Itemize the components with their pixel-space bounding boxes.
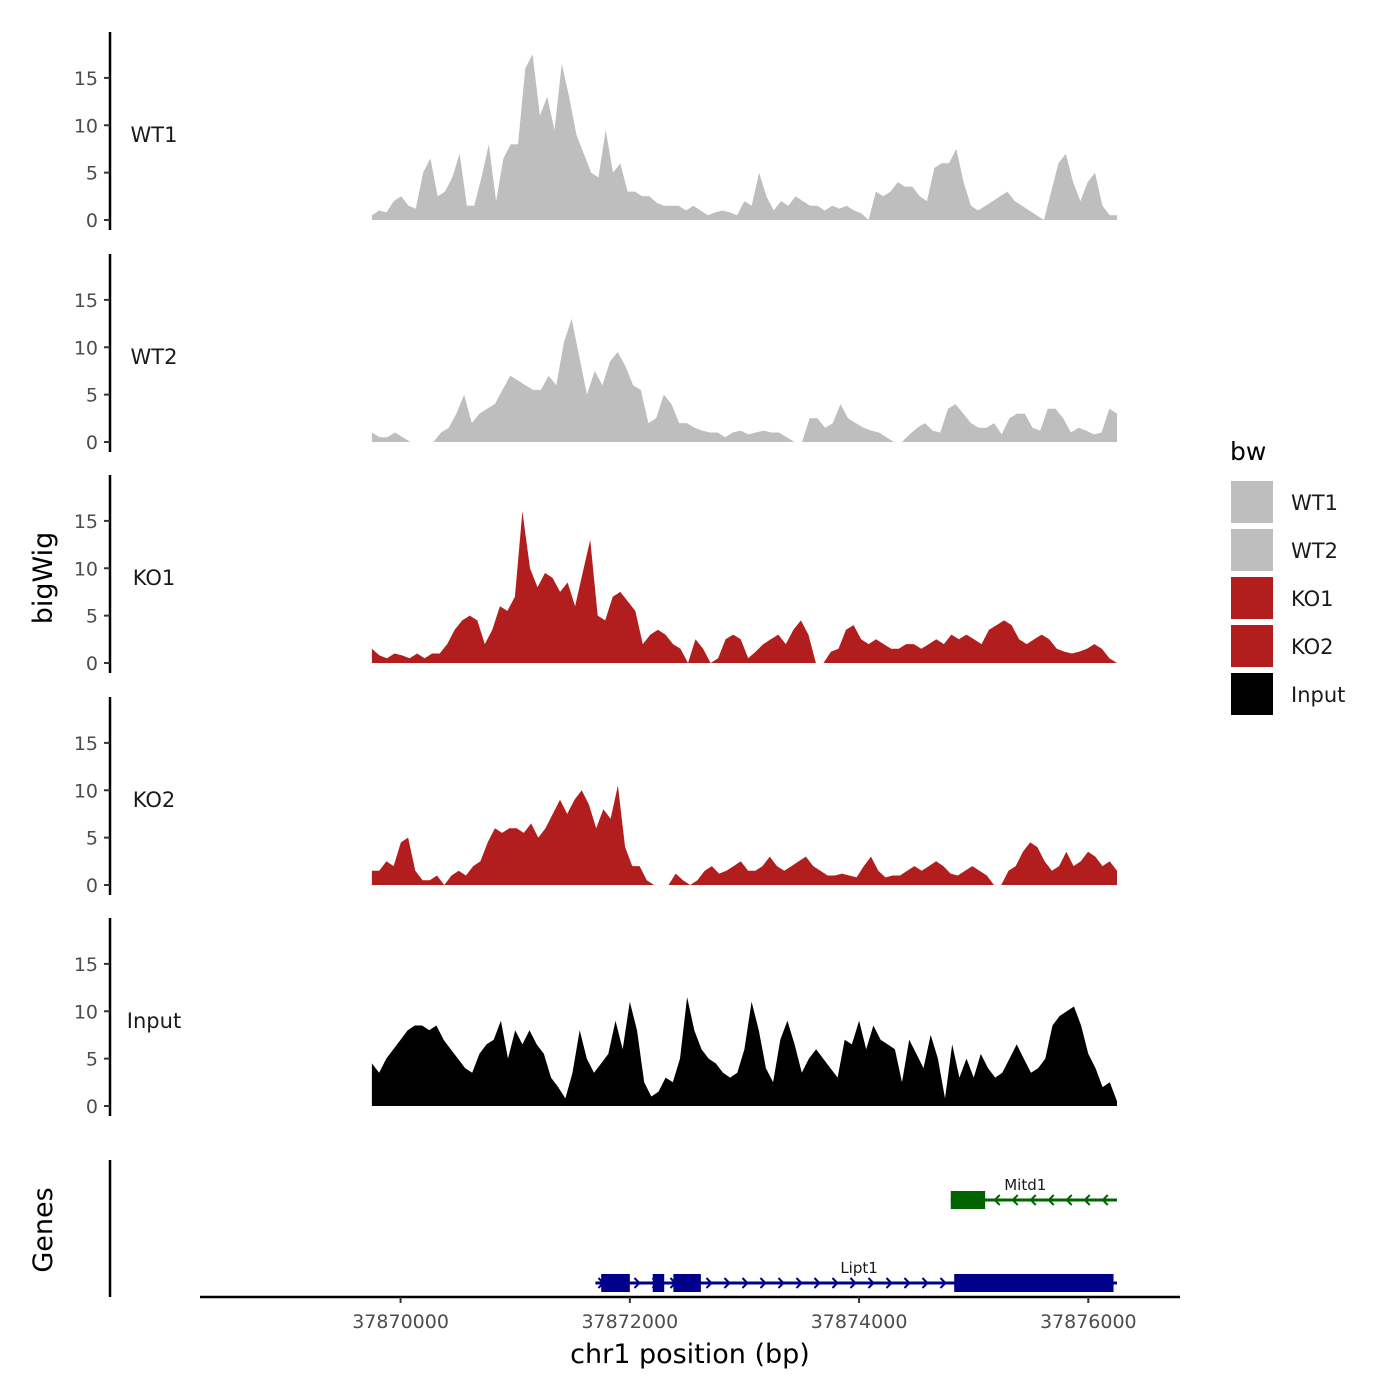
strand-arrow bbox=[1065, 1194, 1073, 1206]
y-tick-label: 5 bbox=[86, 606, 98, 628]
gene-lipt1: Lipt1 bbox=[595, 1259, 1117, 1292]
exon bbox=[954, 1274, 1114, 1292]
strand-arrow bbox=[849, 1277, 857, 1289]
strand-arrow bbox=[1011, 1194, 1019, 1206]
y-tick-label: 0 bbox=[86, 1096, 98, 1118]
genes-panel: Mitd1 Lipt1 37870000 37872000 37874000 378760… bbox=[108, 1160, 1180, 1333]
y-tick-label: 0 bbox=[86, 432, 98, 454]
y-tick-label: 15 bbox=[74, 290, 98, 312]
legend-item-input: Input bbox=[1229, 671, 1345, 717]
x-tick-label: 37874000 bbox=[811, 1311, 908, 1333]
y-tick-label: 10 bbox=[74, 558, 98, 580]
x-tick-label: 37872000 bbox=[581, 1311, 678, 1333]
legend-item-ko1: KO1 bbox=[1229, 575, 1334, 621]
track-label: KO1 bbox=[133, 566, 176, 590]
strand-arrow bbox=[723, 1277, 731, 1289]
strand-arrow bbox=[1047, 1194, 1055, 1206]
x-tick-label: 37876000 bbox=[1040, 1311, 1137, 1333]
strand-arrow bbox=[705, 1277, 713, 1289]
y-tick-label: 10 bbox=[74, 1001, 98, 1023]
y-tick-label: 5 bbox=[86, 163, 98, 185]
signal-tracks: 0 5 10 15 WT1 0 5 10 15 WT2 0 5 10 15 KO1 0 5 10 15 KO2 0 5 10… bbox=[74, 32, 1117, 1118]
y-tick-label: 15 bbox=[74, 511, 98, 533]
y-axis-title: bigWig bbox=[28, 532, 59, 625]
track-label: KO2 bbox=[133, 788, 176, 812]
x-axis: 37870000 37872000 37874000 37876000 bbox=[200, 1295, 1180, 1333]
y-tick-label: 15 bbox=[74, 733, 98, 755]
y-tick-label: 10 bbox=[74, 115, 98, 137]
legend-swatch bbox=[1229, 671, 1275, 717]
y-tick-label: 5 bbox=[86, 385, 98, 407]
strand-arrow bbox=[867, 1277, 875, 1289]
signal-area bbox=[371, 511, 1117, 663]
strand-arrow bbox=[1083, 1194, 1091, 1206]
exon bbox=[601, 1274, 630, 1292]
strand-arrow bbox=[1101, 1194, 1109, 1206]
gene-label: Mitd1 bbox=[1004, 1176, 1046, 1194]
strand-arrow bbox=[795, 1277, 803, 1289]
y-tick-label: 0 bbox=[86, 210, 98, 232]
legend-label: WT2 bbox=[1291, 539, 1338, 563]
track-ko2: 0 5 10 15 KO2 bbox=[74, 697, 1117, 897]
strand-arrow bbox=[1029, 1194, 1037, 1206]
legend-swatch bbox=[1229, 575, 1275, 621]
strand-arrow bbox=[903, 1277, 911, 1289]
legend-swatch bbox=[1229, 527, 1275, 573]
track-wt1: 0 5 10 15 WT1 bbox=[74, 32, 1117, 232]
track-wt2: 0 5 10 15 WT2 bbox=[74, 254, 1117, 454]
signal-area bbox=[371, 54, 1117, 221]
y-tick-label: 10 bbox=[74, 337, 98, 359]
strand-arrow bbox=[993, 1194, 1001, 1206]
legend: bw WT1 WT2 KO1 KO2 Input bbox=[1229, 437, 1345, 717]
legend-label: WT1 bbox=[1291, 491, 1338, 515]
legend-label: Input bbox=[1291, 683, 1345, 707]
signal-area bbox=[371, 997, 1117, 1106]
legend-title: bw bbox=[1230, 437, 1266, 466]
strand-arrow bbox=[885, 1277, 893, 1289]
exon bbox=[950, 1191, 986, 1209]
legend-swatch bbox=[1229, 623, 1275, 669]
legend-label: KO1 bbox=[1291, 587, 1334, 611]
y-tick-label: 5 bbox=[86, 828, 98, 850]
track-ko1: 0 5 10 15 KO1 bbox=[74, 475, 1117, 675]
strand-arrow bbox=[813, 1277, 821, 1289]
strand-arrow bbox=[741, 1277, 749, 1289]
legend-swatch bbox=[1229, 479, 1275, 525]
x-axis-title: chr1 position (bp) bbox=[570, 1339, 810, 1370]
strand-arrow bbox=[939, 1277, 947, 1289]
exon bbox=[652, 1274, 665, 1292]
y-tick-label: 0 bbox=[86, 875, 98, 897]
signal-area bbox=[371, 785, 1117, 885]
strand-arrow bbox=[831, 1277, 839, 1289]
y-tick-label: 10 bbox=[74, 780, 98, 802]
gene-label: Lipt1 bbox=[840, 1259, 877, 1277]
track-label: WT2 bbox=[131, 345, 178, 369]
legend-item-wt1: WT1 bbox=[1229, 479, 1338, 525]
legend-item-ko2: KO2 bbox=[1229, 623, 1334, 669]
y-tick-label: 15 bbox=[74, 68, 98, 90]
legend-label: KO2 bbox=[1291, 635, 1334, 659]
strand-arrow bbox=[777, 1277, 785, 1289]
track-input: 0 5 10 15 Input bbox=[74, 918, 1117, 1118]
gene-mitd1: Mitd1 bbox=[950, 1176, 1117, 1209]
strand-arrow bbox=[759, 1277, 767, 1289]
y-tick-label: 5 bbox=[86, 1049, 98, 1071]
x-tick-label: 37870000 bbox=[352, 1311, 449, 1333]
legend-item-wt2: WT2 bbox=[1229, 527, 1338, 573]
strand-arrow bbox=[633, 1277, 641, 1289]
y-tick-label: 15 bbox=[74, 954, 98, 976]
track-label: WT1 bbox=[131, 123, 178, 147]
y-tick-label: 0 bbox=[86, 653, 98, 675]
genes-axis-title: Genes bbox=[28, 1187, 59, 1272]
strand-arrow bbox=[921, 1277, 929, 1289]
signal-area bbox=[371, 318, 1117, 442]
exon bbox=[673, 1274, 701, 1292]
track-label: Input bbox=[127, 1009, 181, 1033]
